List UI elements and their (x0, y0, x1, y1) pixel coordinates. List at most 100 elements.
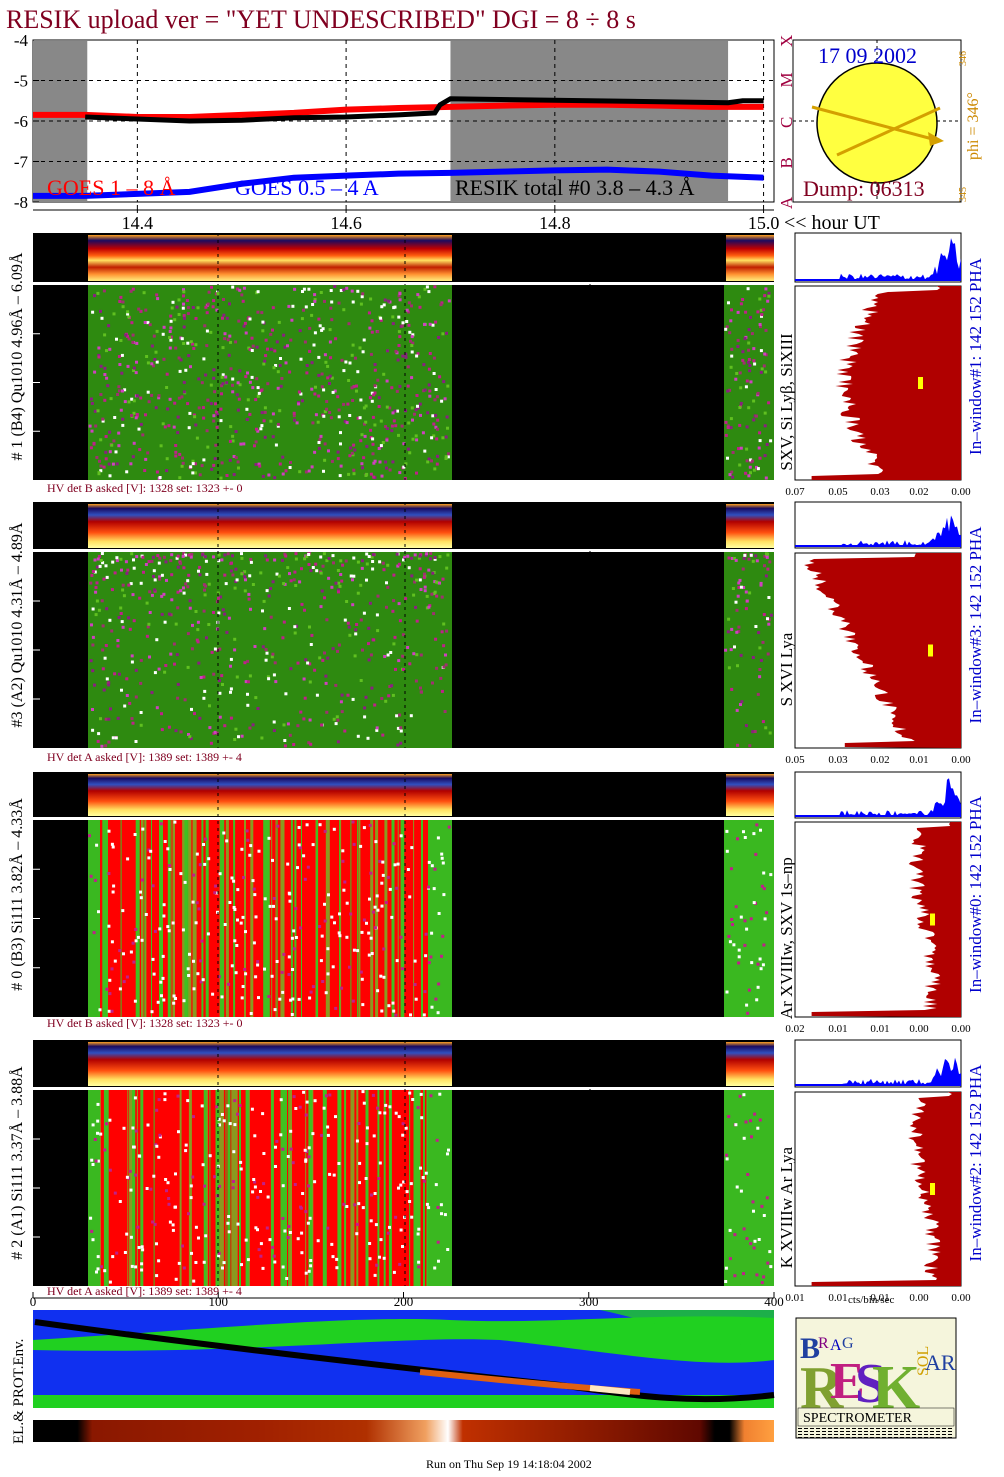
stripe (227, 1090, 231, 1286)
speckle (260, 411, 264, 415)
bottom-tick-label: 200 (394, 1294, 414, 1309)
speckle (167, 725, 171, 729)
speckle (153, 588, 157, 592)
speckle (767, 401, 771, 405)
speckle (739, 585, 743, 589)
speckle (186, 665, 190, 669)
speckle (102, 465, 106, 469)
stripe (358, 820, 361, 1017)
speckle (104, 644, 108, 647)
speckle (768, 731, 772, 735)
speckle (765, 911, 769, 915)
speckle (337, 1162, 341, 1165)
speckle (737, 447, 740, 451)
speckle (253, 444, 256, 448)
speckle (754, 414, 758, 418)
speckle (404, 1126, 408, 1130)
speckle (397, 330, 401, 334)
speckle (395, 552, 399, 556)
speckle (341, 859, 345, 863)
speckle (724, 1280, 728, 1283)
speckle (283, 739, 287, 742)
speckle (155, 1274, 159, 1278)
speckle (303, 877, 307, 881)
speckle (221, 316, 224, 320)
speckle (253, 893, 257, 897)
speckle (306, 1221, 310, 1225)
speckle (115, 337, 118, 341)
speckle (225, 316, 229, 320)
speckle (130, 321, 134, 325)
speckle (215, 425, 219, 429)
speckle (223, 332, 227, 336)
speckle (133, 833, 137, 836)
speckle (252, 941, 256, 945)
speckle (131, 340, 135, 344)
speckle (432, 422, 436, 426)
speckle (360, 977, 364, 981)
speckle (107, 740, 111, 744)
speckle (175, 653, 179, 657)
speckle (356, 560, 360, 564)
speckle (410, 304, 413, 308)
speckle (766, 567, 770, 571)
speckle (253, 1134, 257, 1138)
speckle (173, 662, 176, 666)
speckle (418, 554, 422, 558)
speckle (412, 652, 416, 656)
speckle (259, 571, 263, 575)
speckle (752, 832, 756, 836)
speckle (97, 472, 101, 476)
speckle (190, 552, 194, 556)
speckle (379, 316, 383, 320)
window-histogram (804, 553, 961, 748)
speckle (132, 619, 136, 623)
stripe-left (88, 820, 100, 1017)
speckle (263, 435, 267, 439)
speckle (756, 962, 760, 966)
speckle (155, 1242, 158, 1246)
speckle (247, 597, 251, 601)
speckle (109, 397, 113, 401)
speckle (298, 1105, 302, 1109)
speckle (271, 412, 275, 416)
speckle (213, 647, 217, 651)
hist-tick-label: 0.01 (828, 1292, 847, 1304)
speckle (222, 298, 225, 301)
speckle (134, 668, 138, 672)
speckle (423, 449, 427, 453)
speckle (175, 305, 179, 309)
speckle (446, 1152, 449, 1156)
speckle (345, 1205, 349, 1208)
speckle (353, 448, 357, 452)
speckle (288, 1231, 292, 1234)
speckle (365, 578, 368, 582)
speckle (351, 999, 355, 1003)
speckle (233, 738, 237, 741)
speckle (124, 560, 128, 564)
speckle (439, 1203, 443, 1207)
speckle (744, 590, 748, 594)
speckle (131, 455, 135, 459)
speckle (163, 1092, 167, 1096)
hist-tick-label: 0.01 (870, 1023, 889, 1035)
speckle (413, 959, 417, 963)
speckle (96, 1159, 100, 1163)
stripe (409, 1090, 411, 1286)
speckle (101, 624, 105, 628)
speckle (745, 379, 749, 383)
speckle (126, 334, 129, 338)
speckle (747, 474, 751, 478)
speckle (758, 456, 762, 460)
speckle (132, 399, 136, 403)
speckle (409, 714, 413, 718)
speckle (335, 715, 339, 719)
speckle (248, 726, 252, 730)
speckle (317, 317, 321, 321)
speckle (248, 574, 252, 578)
speckle (261, 329, 265, 333)
speckle (384, 1103, 388, 1107)
speckle (365, 921, 368, 925)
speckle (327, 893, 330, 897)
speckle (345, 286, 349, 290)
